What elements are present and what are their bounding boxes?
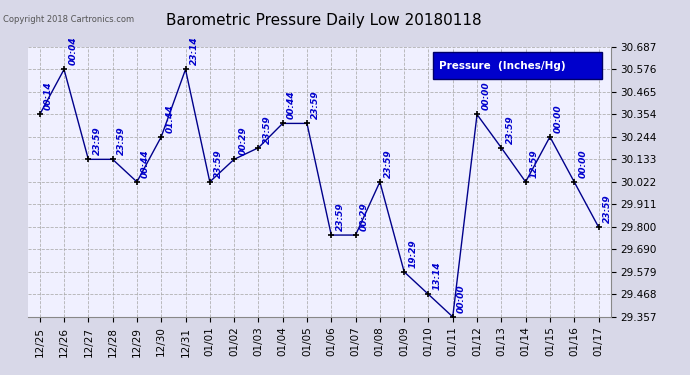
- Text: 23:59: 23:59: [311, 91, 320, 119]
- Text: 19:29: 19:29: [408, 239, 417, 268]
- Text: 23:59: 23:59: [214, 149, 223, 178]
- Text: 00:14: 00:14: [44, 82, 53, 110]
- Text: 00:29: 00:29: [238, 126, 247, 155]
- Text: 00:29: 00:29: [359, 202, 368, 231]
- Text: 23:59: 23:59: [263, 115, 272, 144]
- Text: 23:59: 23:59: [117, 126, 126, 155]
- Text: 01:44: 01:44: [166, 104, 175, 133]
- Text: 00:00: 00:00: [481, 82, 490, 110]
- Text: 00:00: 00:00: [578, 149, 587, 178]
- Text: 12:59: 12:59: [530, 149, 539, 178]
- Bar: [433, 52, 602, 79]
- Text: Barometric Pressure Daily Low 20180118: Barometric Pressure Daily Low 20180118: [166, 13, 482, 28]
- Text: 23:59: 23:59: [335, 202, 344, 231]
- Text: 00:44: 00:44: [287, 91, 296, 119]
- Text: Pressure  (Inches/Hg): Pressure (Inches/Hg): [439, 61, 565, 71]
- Text: 23:59: 23:59: [506, 115, 515, 144]
- Text: 00:44: 00:44: [141, 149, 150, 178]
- Text: 00:00: 00:00: [457, 284, 466, 313]
- Text: 13:14: 13:14: [433, 261, 442, 290]
- Text: 00:04: 00:04: [68, 37, 77, 65]
- Text: 23:14: 23:14: [190, 37, 199, 65]
- Text: Copyright 2018 Cartronics.com: Copyright 2018 Cartronics.com: [3, 15, 135, 24]
- Text: 23:59: 23:59: [384, 149, 393, 178]
- Text: 23:59: 23:59: [92, 126, 101, 155]
- Text: 00:00: 00:00: [554, 104, 563, 133]
- Text: 23:59: 23:59: [602, 194, 611, 223]
